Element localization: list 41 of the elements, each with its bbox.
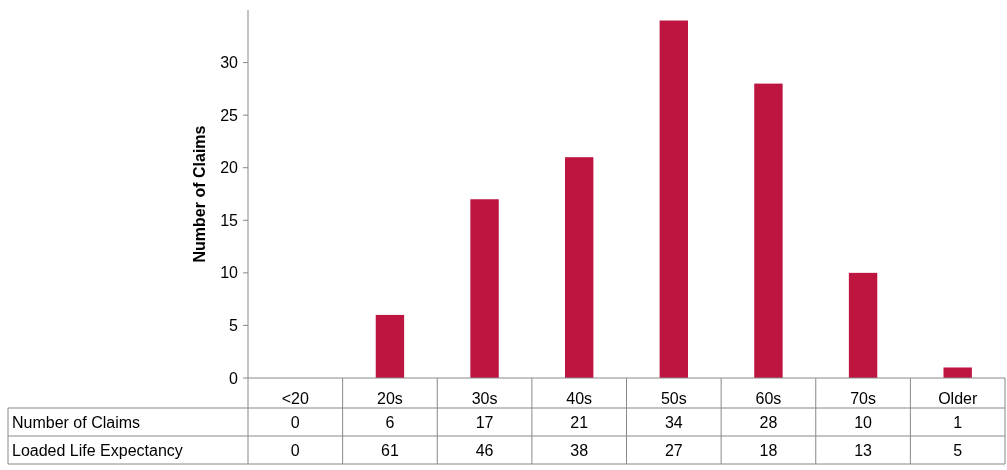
y-axis-title: Number of Claims bbox=[191, 125, 208, 263]
x-tick-label: 20s bbox=[377, 390, 403, 407]
x-tick-label: Older bbox=[938, 390, 978, 407]
text: 27 bbox=[664, 442, 683, 459]
bar bbox=[470, 199, 499, 378]
y-tick-label: 5 bbox=[229, 317, 239, 335]
text: 38 bbox=[570, 442, 589, 459]
x-tick-label: 50s bbox=[660, 390, 687, 407]
text: 18 bbox=[759, 442, 778, 459]
text: Number of Claims bbox=[12, 414, 141, 431]
text: 0 bbox=[290, 442, 300, 459]
x-tick-label: 60s bbox=[755, 390, 782, 407]
x-tick-label: <20 bbox=[281, 390, 309, 407]
y-tick-label: 30 bbox=[220, 54, 239, 72]
data-label: 0 bbox=[290, 414, 300, 431]
bar bbox=[943, 367, 972, 378]
data-label: 6 bbox=[385, 414, 395, 431]
bar bbox=[754, 83, 783, 378]
data-label: 1 bbox=[953, 414, 963, 431]
data-label: 10 bbox=[854, 414, 873, 431]
data-label: 28 bbox=[759, 414, 778, 431]
x-tick-label: 70s bbox=[850, 390, 876, 407]
data-label: 17 bbox=[475, 414, 494, 431]
text: 46 bbox=[475, 442, 494, 459]
text: 5 bbox=[953, 442, 963, 459]
y-tick-label: 0 bbox=[229, 369, 239, 387]
y-tick-label: 25 bbox=[220, 106, 239, 124]
y-tick-label: 15 bbox=[220, 211, 239, 229]
data-label: 34 bbox=[664, 414, 683, 431]
y-tick-label: 10 bbox=[220, 264, 239, 282]
bar bbox=[564, 157, 594, 378]
bar bbox=[375, 314, 405, 378]
y-tick-label: 20 bbox=[220, 159, 239, 177]
x-tick-label: 40s bbox=[566, 390, 593, 407]
text: 61 bbox=[381, 442, 399, 459]
text: Loaded Life Expectancy bbox=[12, 442, 183, 459]
text: 13 bbox=[854, 442, 873, 459]
bar bbox=[848, 272, 878, 378]
x-tick-label: 30s bbox=[471, 390, 498, 407]
data-label: 21 bbox=[570, 414, 589, 431]
bar bbox=[659, 20, 689, 378]
